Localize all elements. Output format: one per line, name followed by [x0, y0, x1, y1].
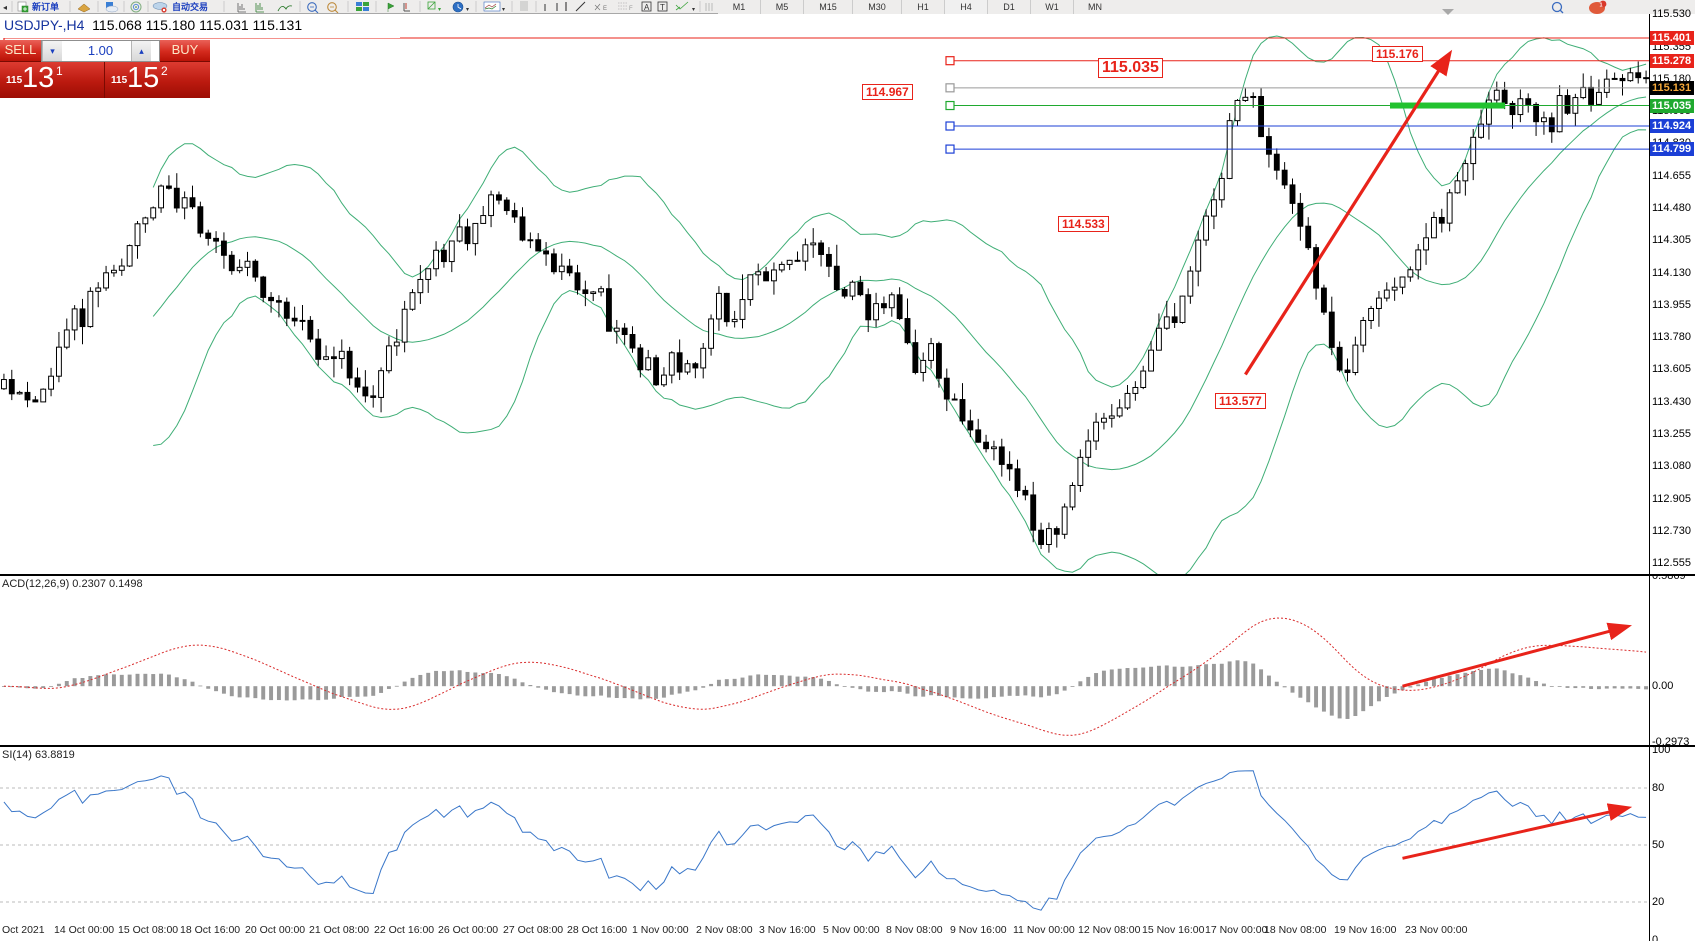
svg-text:▾: ▾ [502, 7, 505, 13]
svg-text:新订单: 新订单 [32, 1, 59, 12]
svg-text:自动交易: 自动交易 [172, 1, 208, 12]
svg-text:1: 1 [1599, 3, 1602, 9]
svg-text:▾: ▾ [438, 7, 441, 13]
svg-text:E: E [603, 6, 607, 12]
svg-text:F: F [629, 6, 633, 12]
svg-text:◂: ◂ [3, 3, 7, 12]
svg-text:▾: ▾ [692, 7, 695, 13]
svg-text:▾: ▾ [466, 7, 469, 13]
svg-text:A: A [644, 3, 650, 12]
svg-text:T: T [660, 3, 665, 12]
